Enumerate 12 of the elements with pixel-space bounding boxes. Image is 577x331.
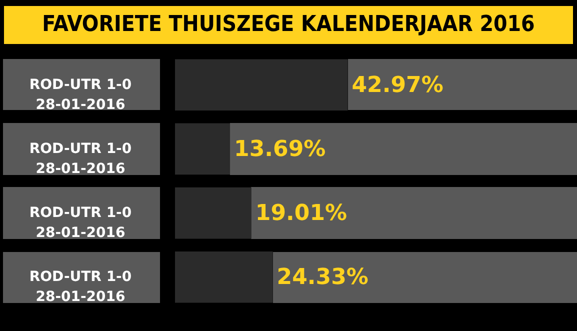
chart-title: FAVORIETE THUISZEGE KALENDERJAAR 2016 <box>4 6 573 44</box>
y-tick-label: ROD-UTR 1-0 28-01-2016 <box>29 76 132 113</box>
data-label: 13.69% <box>234 136 326 162</box>
y-tick-label: ROD-UTR 1-0 28-01-2016 <box>29 140 132 177</box>
data-label: 19.01% <box>255 201 348 226</box>
data-label: 24.33% <box>276 265 368 290</box>
data-label: 42.97% <box>352 72 444 98</box>
bar <box>175 187 252 239</box>
bar <box>175 123 230 175</box>
y-tick-label: ROD-UTR 1-0 28-01-2016 <box>29 269 132 306</box>
y-tick-label: ROD-UTR 1-0 28-01-2016 <box>29 205 132 242</box>
bar <box>175 252 273 303</box>
